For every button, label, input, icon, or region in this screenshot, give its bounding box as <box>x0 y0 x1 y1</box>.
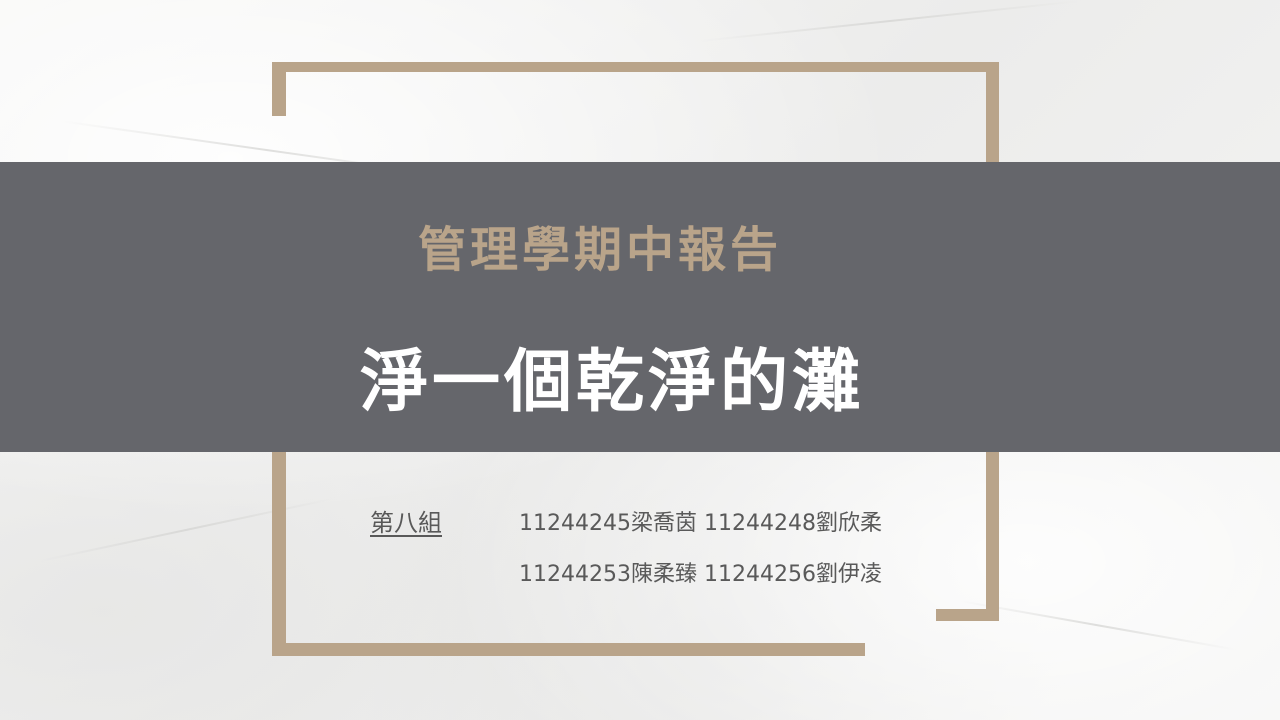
slide-title: 淨一個乾淨的灘 <box>359 343 864 422</box>
frame-bottom-right-stub <box>936 609 999 621</box>
group-label: 第八組 <box>370 509 442 537</box>
members-line-2: 11244253陳柔臻 11244256劉伊凌 <box>519 562 882 587</box>
members-line-1: 11244245梁喬茵 11244248劉欣柔 <box>519 511 882 536</box>
frame-top-edge <box>272 62 999 72</box>
title-band <box>0 162 1280 452</box>
frame-left-top-stub <box>272 62 286 116</box>
slide-subtitle: 管理學期中報告 <box>417 222 782 278</box>
frame-left-bottom-edge <box>272 448 286 656</box>
frame-bottom-edge <box>272 643 865 656</box>
